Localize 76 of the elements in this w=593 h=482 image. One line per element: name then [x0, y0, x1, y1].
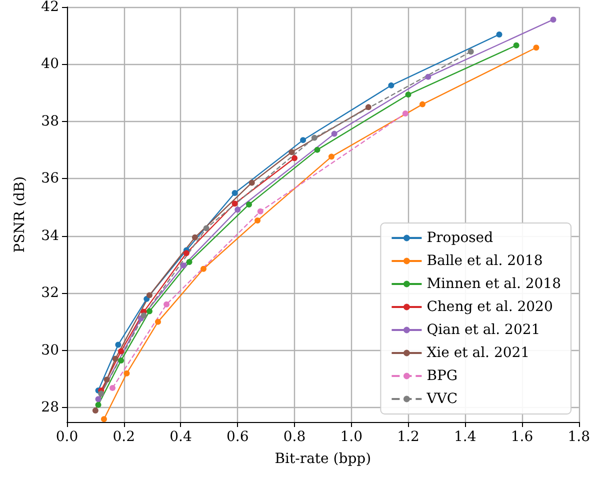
x-tick-label: 0.6: [226, 429, 249, 445]
point: [98, 390, 104, 397]
point: [95, 396, 102, 402]
point: [110, 384, 116, 391]
point: [311, 134, 318, 141]
point: [124, 370, 130, 376]
point: [232, 200, 238, 207]
point: [468, 48, 474, 55]
point: [513, 42, 520, 48]
point: [146, 308, 152, 314]
x-axis-title: Bit-rate (bpp): [274, 451, 372, 467]
point: [292, 155, 298, 162]
legend-label: Balle et al. 2018: [426, 253, 543, 269]
point: [104, 376, 110, 383]
point: [180, 262, 187, 268]
legend-label: Minnen et al. 2018: [426, 276, 561, 292]
y-tick-label: 28: [41, 400, 59, 416]
point: [300, 137, 306, 144]
point: [328, 154, 334, 160]
point: [419, 101, 426, 108]
legend-label: Qian et al. 2021: [426, 322, 540, 338]
point: [100, 416, 107, 422]
legend-label: Proposed: [426, 230, 494, 246]
y-tick-label: 32: [41, 285, 59, 302]
point: [246, 201, 252, 208]
legend-label: VVC: [426, 391, 458, 407]
point: [115, 342, 122, 348]
x-tick-label: 0.0: [56, 429, 78, 445]
point: [186, 259, 192, 266]
point: [402, 110, 408, 116]
point: [288, 149, 295, 156]
y-tick-label: 40: [41, 56, 59, 72]
legend-label: BPG: [426, 368, 458, 384]
point: [365, 104, 372, 110]
point: [200, 266, 206, 272]
point: [533, 44, 540, 51]
point: [118, 357, 124, 364]
point: [95, 402, 102, 408]
y-tick-label: 42: [41, 0, 59, 15]
point: [92, 408, 98, 414]
point: [405, 92, 412, 98]
point: [203, 225, 210, 232]
point: [112, 356, 118, 362]
y-tick-label: 34: [41, 228, 60, 244]
point: [257, 208, 264, 214]
x-tick-label: 0.4: [170, 429, 192, 445]
point: [331, 130, 338, 137]
point: [146, 292, 152, 298]
point: [314, 146, 320, 153]
y-axis-title: PSNR (dB): [12, 176, 28, 253]
point: [496, 31, 502, 38]
x-tick-label: 0.8: [283, 429, 306, 445]
point: [248, 180, 255, 186]
legend-label: Xie et al. 2021: [426, 345, 530, 361]
point: [388, 82, 394, 88]
x-tick-label: 1.6: [510, 429, 534, 445]
x-tick-label: 1.4: [454, 429, 476, 445]
point: [550, 16, 556, 23]
point: [164, 301, 170, 308]
point: [232, 190, 238, 196]
y-tick-label: 36: [41, 170, 60, 187]
x-tick-label: 1.8: [568, 429, 590, 445]
legend-label: Cheng et al. 2020: [426, 299, 553, 315]
x-tick-label: 1.0: [340, 429, 363, 445]
point: [140, 312, 147, 319]
point: [425, 74, 432, 80]
point: [234, 206, 241, 213]
y-tick-label: 30: [41, 342, 59, 358]
point: [118, 348, 124, 354]
point: [155, 318, 161, 325]
x-tick-label: 1.2: [397, 429, 420, 445]
point: [192, 234, 198, 240]
x-tick-label: 0.2: [112, 429, 136, 445]
point: [254, 218, 261, 224]
point: [183, 250, 190, 256]
y-tick-label: 38: [41, 113, 59, 130]
